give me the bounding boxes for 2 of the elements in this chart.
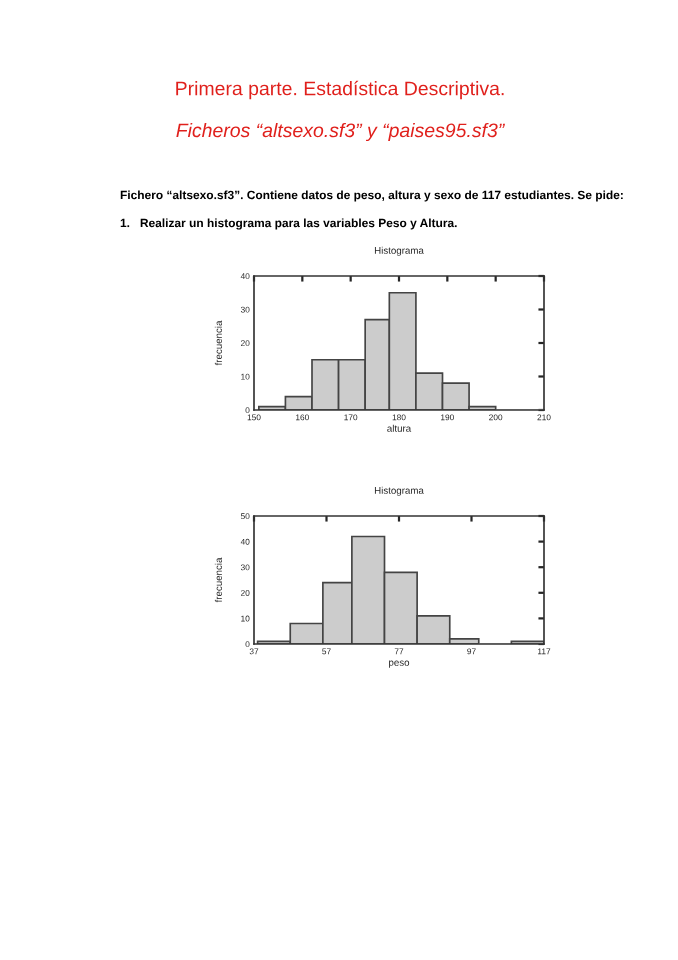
text: Primera parte. Estadística Descriptiva. [176, 80, 504, 100]
text: Ficheros “altsexo.sf3” y “paises95.sf3” [176, 122, 505, 142]
